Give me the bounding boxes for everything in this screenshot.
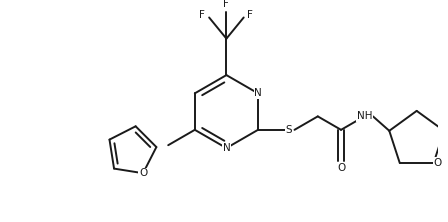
Text: F: F	[224, 0, 229, 9]
Text: N: N	[223, 143, 230, 153]
Text: F: F	[199, 10, 205, 20]
Text: O: O	[337, 163, 345, 173]
Text: NH: NH	[357, 111, 372, 121]
Text: S: S	[285, 125, 292, 135]
Text: F: F	[247, 10, 254, 20]
Text: O: O	[139, 168, 147, 178]
Text: N: N	[254, 88, 262, 98]
Text: O: O	[433, 158, 442, 168]
